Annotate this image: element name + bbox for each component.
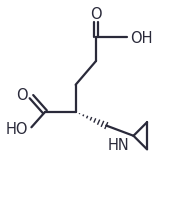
Text: HN: HN [108, 137, 130, 152]
Text: O: O [90, 7, 102, 22]
Text: HO: HO [6, 122, 28, 137]
Text: OH: OH [130, 30, 153, 45]
Text: O: O [16, 87, 28, 102]
